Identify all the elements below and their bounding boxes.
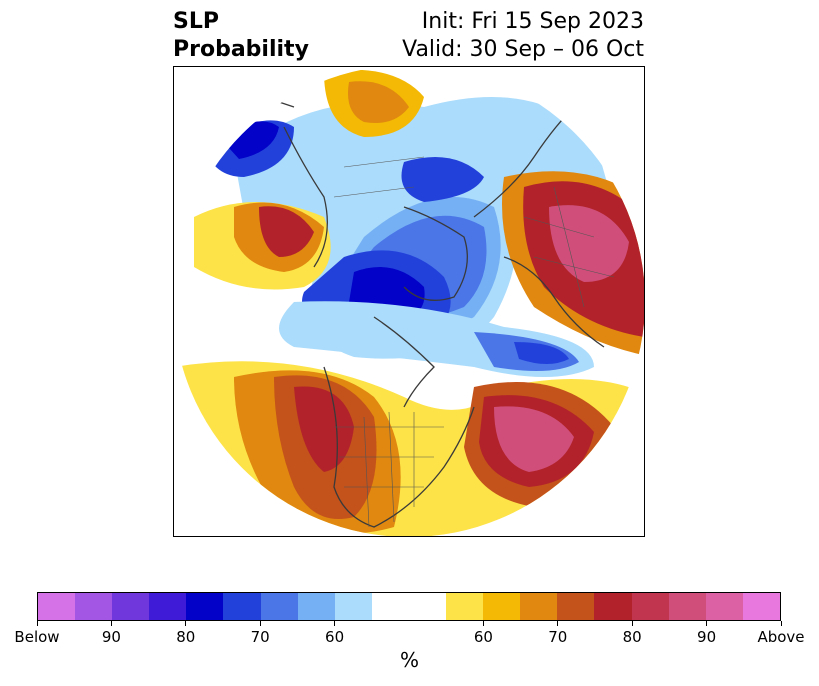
colorbar-cell: [371, 593, 409, 620]
colorbar-tick-label: 70: [548, 628, 568, 646]
colorbar-cell: [260, 593, 298, 620]
colorbar-tick: [185, 621, 187, 626]
colorbar-cell: [149, 593, 187, 620]
colorbar-tick: [110, 621, 112, 626]
colorbar-tick-label: 90: [697, 628, 717, 646]
colorbar-unit-label: %: [399, 648, 419, 672]
title-variable: SLP: [173, 9, 219, 34]
title-left: SLP Probability: [173, 8, 309, 64]
borders: [333, 156, 615, 528]
title-probability: Probability: [173, 37, 309, 62]
warm-west-core: [259, 206, 314, 257]
warm-east-core: [549, 205, 629, 282]
colorbar-cell: [520, 593, 558, 620]
init-date: Init: Fri 15 Sep 2023: [421, 9, 644, 34]
title-right: Init: Fri 15 Sep 2023 Valid: 30 Sep – 06…: [402, 8, 644, 64]
colorbar-tick: [482, 621, 484, 626]
colorbar-tick-label: Above: [757, 628, 805, 646]
colorbar-tick: [631, 621, 633, 626]
colorbar-cell: [297, 593, 335, 620]
colorbar-cell: [705, 593, 743, 620]
colorbar-tick: [557, 621, 559, 626]
warm-north-core: [348, 81, 409, 123]
colorbar-tick: [780, 621, 782, 626]
colorbar-tick-label: 70: [250, 628, 270, 646]
colorbar-cell: [75, 593, 113, 620]
colorbar-cell: [668, 593, 706, 620]
colorbar-tick: [706, 621, 708, 626]
warm-south-west-core: [294, 386, 354, 472]
colorbar-cell: [112, 593, 150, 620]
colorbar-ticks: Below 90 80 70 60 60 70 80 90 Above: [14, 621, 805, 646]
blue-arctic: [401, 157, 484, 202]
colorbar-cell: [186, 593, 224, 620]
colorbar-cell: [223, 593, 261, 620]
colorbar-cell: [631, 593, 669, 620]
colorbar-cell: [408, 593, 447, 620]
colorbar-cell: [334, 593, 372, 620]
colorbar-cell: [594, 593, 632, 620]
colorbar-tick: [36, 621, 38, 626]
valid-range: Valid: 30 Sep – 06 Oct: [402, 37, 644, 62]
colorbar-tick: [334, 621, 336, 626]
map-panel: [173, 66, 645, 537]
colorbar-tick-label: 60: [325, 628, 345, 646]
colorbar-tick-label: 60: [473, 628, 493, 646]
colorbar: [37, 592, 781, 621]
colorbar-tick-label: 80: [622, 628, 642, 646]
colorbar-cell: [446, 593, 484, 620]
colorbar-tick: [259, 621, 261, 626]
colorbar-cell: [557, 593, 595, 620]
colorbar-cell: [742, 593, 780, 620]
colorbar-tick-label: 80: [176, 628, 196, 646]
polar-map: [174, 67, 644, 536]
colorbar-tick-label: Below: [14, 628, 60, 646]
colorbar-cell: [38, 593, 76, 620]
colorbar-cell: [483, 593, 521, 620]
blue-east-core: [514, 342, 569, 364]
warm-atlantic-core: [494, 406, 574, 472]
colorbar-tick-label: 90: [101, 628, 121, 646]
